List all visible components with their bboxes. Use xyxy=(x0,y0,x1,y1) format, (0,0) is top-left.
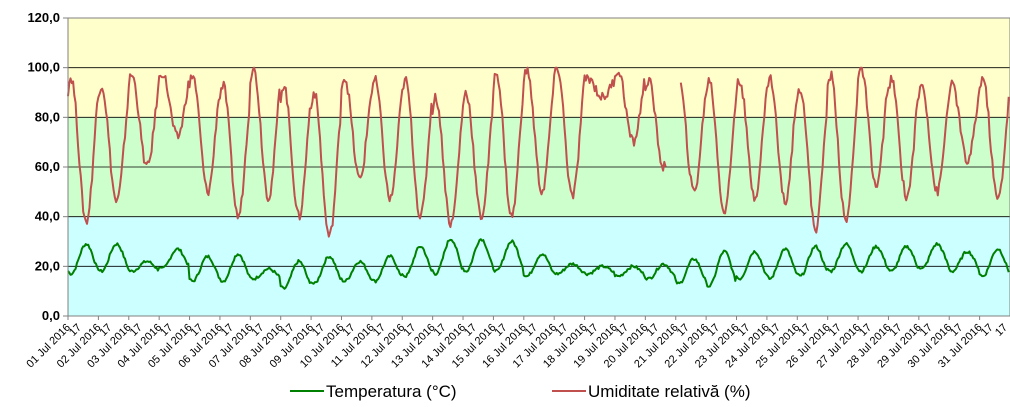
y-tick-label: 120,0 xyxy=(27,10,60,25)
y-tick-label: 100,0 xyxy=(27,60,60,75)
legend-label: Umiditate relativă (%) xyxy=(588,382,751,401)
y-tick-label: 20,0 xyxy=(35,258,60,273)
series-line-temperature xyxy=(67,238,1010,290)
legend: Temperatura (°C) Umiditate relativă (%) xyxy=(290,382,751,401)
x-tick-suffix: 17 xyxy=(993,322,1010,339)
y-tick-label: 0,0 xyxy=(42,308,60,323)
y-tick-label: 40,0 xyxy=(35,209,60,224)
legend-label: Temperatura (°C) xyxy=(326,382,457,401)
series-line-humidity xyxy=(67,66,667,238)
y-axis-ticks: 0,0 20,0 40,0 60,0 80,0 100,0 120,0 xyxy=(27,10,68,323)
series-line-humidity xyxy=(679,66,1010,234)
y-tick-label: 60,0 xyxy=(35,159,60,174)
plot-frame xyxy=(67,17,1010,317)
y-tick-label: 80,0 xyxy=(35,109,60,124)
series-lines xyxy=(67,66,1010,290)
